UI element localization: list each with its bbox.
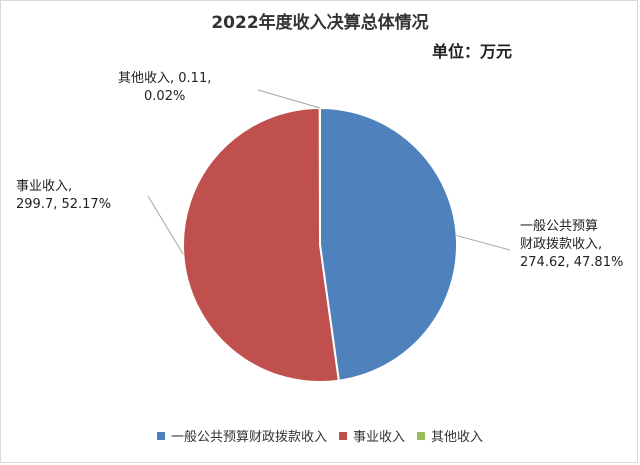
chart-title: 2022年度收入决算总体情况 [211,13,429,33]
pie-slice-fiscal[interactable] [319,106,458,382]
legend-label-business: 事业收入 [352,430,405,445]
slice-label-other: 其他收入, 0.11, 0.02% [118,71,212,104]
pie-slice-business[interactable] [182,106,340,383]
legend-label-fiscal: 一般公共预算财政拨款收入 [170,430,327,445]
legend-item-fiscal[interactable]: 一般公共预算财政拨款收入 [156,426,327,445]
legend-swatch-business [338,431,347,440]
legend: 一般公共预算财政拨款收入 事业收入 其他收入 [0,426,640,445]
leader-line-other [257,89,321,109]
legend-item-other[interactable]: 其他收入 [417,426,483,445]
slice-label-fiscal: 一般公共预算 财政拨款收入, 274.62, 47.81% [520,219,624,270]
leader-line-fiscal [456,235,511,251]
slice-label-business: 事业收入, 299.7, 52.17% [16,179,112,212]
legend-swatch-other [417,431,425,440]
legend-swatch-fiscal [156,431,165,440]
legend-item-business[interactable]: 事业收入 [338,426,405,445]
leader-line-business [147,195,184,255]
legend-label-other: 其他收入 [431,430,484,445]
unit-label: 单位：万元 [432,42,513,61]
